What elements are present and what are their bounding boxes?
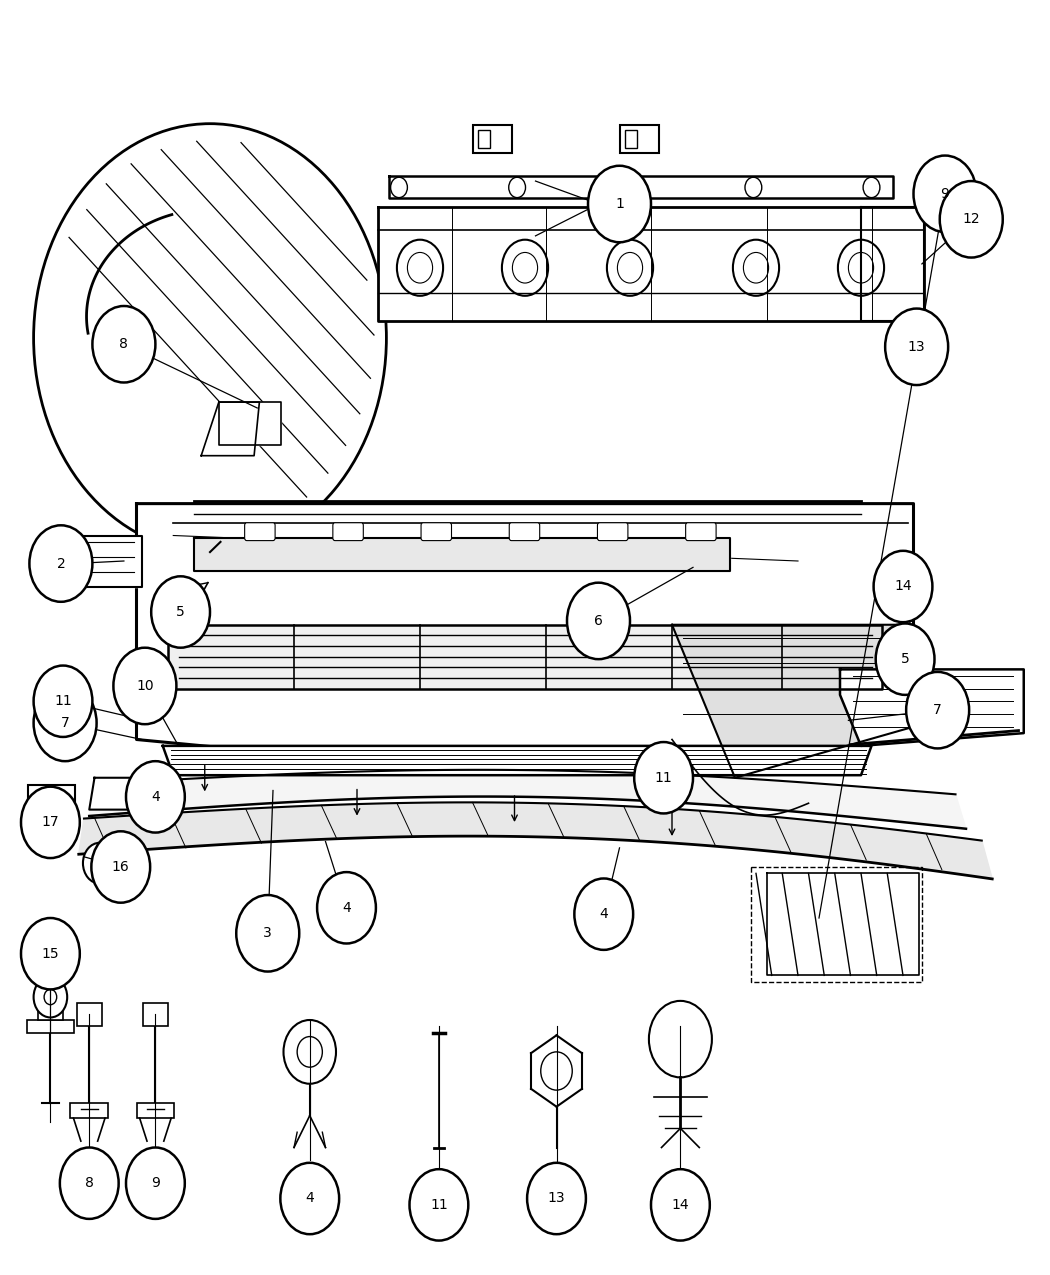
Circle shape: [410, 1169, 468, 1241]
Text: 4: 4: [306, 1192, 314, 1205]
Text: 4: 4: [600, 908, 608, 921]
Circle shape: [126, 761, 185, 833]
Text: 9: 9: [151, 1177, 160, 1190]
Text: 13: 13: [908, 340, 925, 353]
Circle shape: [91, 831, 150, 903]
FancyBboxPatch shape: [37, 797, 54, 817]
FancyBboxPatch shape: [136, 1103, 174, 1118]
Circle shape: [21, 918, 80, 989]
Text: 10: 10: [136, 680, 153, 692]
Text: 16: 16: [112, 861, 129, 873]
Circle shape: [940, 181, 1003, 258]
Text: 11: 11: [655, 771, 672, 784]
Circle shape: [236, 895, 299, 972]
Polygon shape: [89, 778, 152, 810]
Text: 11: 11: [55, 695, 71, 708]
FancyBboxPatch shape: [27, 1020, 74, 1033]
Polygon shape: [218, 402, 280, 445]
FancyBboxPatch shape: [620, 125, 659, 153]
Text: 15: 15: [42, 947, 59, 960]
FancyBboxPatch shape: [686, 523, 716, 541]
Circle shape: [60, 1148, 119, 1219]
FancyBboxPatch shape: [245, 523, 275, 541]
FancyBboxPatch shape: [28, 785, 75, 826]
Text: 9: 9: [941, 187, 949, 200]
FancyBboxPatch shape: [143, 1003, 168, 1026]
Circle shape: [906, 672, 969, 748]
Text: 4: 4: [151, 790, 160, 803]
FancyBboxPatch shape: [509, 523, 540, 541]
Circle shape: [649, 1001, 712, 1077]
Polygon shape: [168, 625, 882, 688]
Circle shape: [92, 306, 155, 382]
Circle shape: [113, 648, 176, 724]
Polygon shape: [202, 402, 259, 455]
Circle shape: [527, 1163, 586, 1234]
Polygon shape: [194, 538, 730, 571]
Text: 8: 8: [85, 1177, 93, 1190]
Circle shape: [541, 1052, 572, 1090]
Text: 11: 11: [430, 1198, 447, 1211]
Text: 2: 2: [57, 557, 65, 570]
Circle shape: [34, 685, 97, 761]
Text: 14: 14: [895, 580, 911, 593]
Polygon shape: [388, 176, 892, 198]
Text: 3: 3: [264, 927, 272, 940]
Circle shape: [588, 166, 651, 242]
Polygon shape: [163, 746, 871, 775]
Circle shape: [874, 551, 932, 622]
Circle shape: [920, 348, 941, 374]
Circle shape: [876, 623, 934, 695]
Circle shape: [151, 576, 210, 648]
Circle shape: [126, 1148, 185, 1219]
Circle shape: [567, 583, 630, 659]
Circle shape: [34, 124, 386, 552]
FancyBboxPatch shape: [333, 523, 363, 541]
FancyBboxPatch shape: [38, 994, 63, 1020]
Text: 17: 17: [42, 816, 59, 829]
Polygon shape: [136, 504, 914, 790]
Circle shape: [634, 742, 693, 813]
Text: 1: 1: [615, 198, 624, 210]
Text: 5: 5: [901, 653, 909, 666]
Circle shape: [21, 787, 80, 858]
Circle shape: [885, 309, 948, 385]
Text: 13: 13: [548, 1192, 565, 1205]
Polygon shape: [79, 802, 992, 878]
Circle shape: [29, 525, 92, 602]
Circle shape: [83, 843, 117, 884]
Polygon shape: [672, 625, 914, 778]
Text: 8: 8: [120, 338, 128, 351]
Circle shape: [34, 666, 92, 737]
Circle shape: [317, 872, 376, 944]
Text: 14: 14: [672, 1198, 689, 1211]
FancyBboxPatch shape: [597, 523, 628, 541]
Circle shape: [280, 1163, 339, 1234]
Polygon shape: [68, 536, 142, 586]
Text: 7: 7: [933, 704, 942, 717]
Circle shape: [34, 977, 67, 1017]
FancyBboxPatch shape: [472, 125, 512, 153]
Text: 4: 4: [342, 901, 351, 914]
Text: 7: 7: [61, 717, 69, 729]
Circle shape: [914, 156, 976, 232]
FancyBboxPatch shape: [421, 523, 452, 541]
Circle shape: [574, 878, 633, 950]
Polygon shape: [840, 669, 1024, 746]
Circle shape: [901, 629, 922, 654]
Polygon shape: [89, 770, 966, 829]
FancyBboxPatch shape: [70, 1103, 108, 1118]
Text: 5: 5: [176, 606, 185, 618]
Circle shape: [284, 1020, 336, 1084]
Polygon shape: [378, 207, 924, 321]
Text: 12: 12: [963, 213, 980, 226]
Text: 6: 6: [594, 615, 603, 627]
Circle shape: [651, 1169, 710, 1241]
FancyBboxPatch shape: [77, 1003, 102, 1026]
